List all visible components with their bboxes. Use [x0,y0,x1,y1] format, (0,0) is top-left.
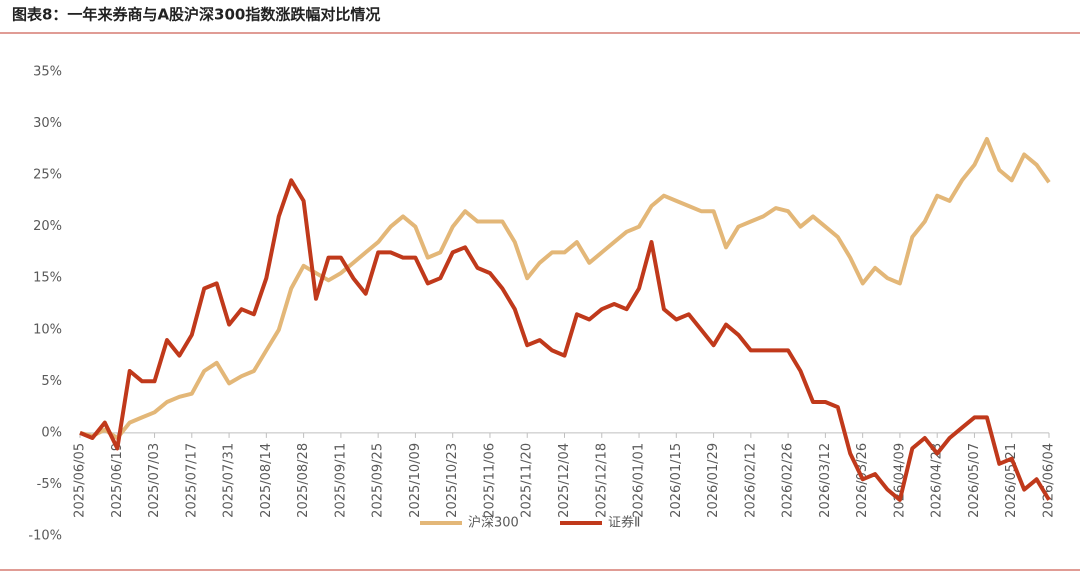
y-tick-label: 5% [41,374,62,389]
y-tick-label: 15% [33,271,62,286]
x-tick-label: 2026/01/15 [669,443,684,518]
y-tick-label: -5% [37,477,62,492]
x-tick-label: 2025/11/20 [520,443,535,518]
x-tick-label: 2026/01/29 [706,443,721,518]
x-tick-label: 2026/05/07 [967,443,982,518]
x-tick-label: 2026/03/12 [818,443,833,518]
x-tick-label: 2025/11/06 [482,443,497,518]
y-tick-label: 35% [33,65,62,80]
x-tick-label: 2025/08/14 [259,443,274,518]
x-tick-label: 2025/12/04 [557,443,572,518]
y-tick-label: 0% [41,425,62,440]
x-tick-label: 2026/04/23 [930,443,945,518]
x-tick-label: 2025/07/31 [222,443,237,518]
x-tick-label: 2025/08/28 [296,443,311,518]
x-tick-label: 2025/12/18 [594,443,609,518]
x-tick-label: 2025/10/23 [445,443,460,518]
x-tick-label: 2026/06/04 [1042,443,1057,518]
y-tick-label: 20% [33,219,62,234]
x-tick-label: 2025/07/03 [147,443,162,518]
x-tick-label: 2026/02/26 [781,443,796,518]
x-tick-label: 2025/06/05 [73,443,88,518]
x-tick-label: 2025/07/17 [184,443,199,518]
y-tick-label: 25% [33,168,62,183]
legend-label: 证券Ⅱ [608,515,640,531]
x-tick-label: 2025/09/11 [333,443,348,518]
y-tick-label: 10% [33,322,62,337]
series-line [79,178,1051,502]
x-tick-label: 2026/02/12 [743,443,758,518]
x-tick-label: 2026/01/01 [632,443,647,518]
x-tick-label: 2026/05/21 [1004,443,1019,518]
chart-title: 图表8：一年来券商与A股沪深300指数涨跌幅对比情况 [12,6,380,24]
x-tick-label: 2025/10/09 [408,443,423,518]
y-tick-label: 30% [33,116,62,131]
x-tick-label: 2025/06/19 [110,443,125,518]
series-line [79,137,1051,440]
legend-label: 沪深300 [468,515,519,531]
x-tick-label: 2025/09/25 [371,443,386,518]
y-tick-label: -10% [28,529,62,544]
